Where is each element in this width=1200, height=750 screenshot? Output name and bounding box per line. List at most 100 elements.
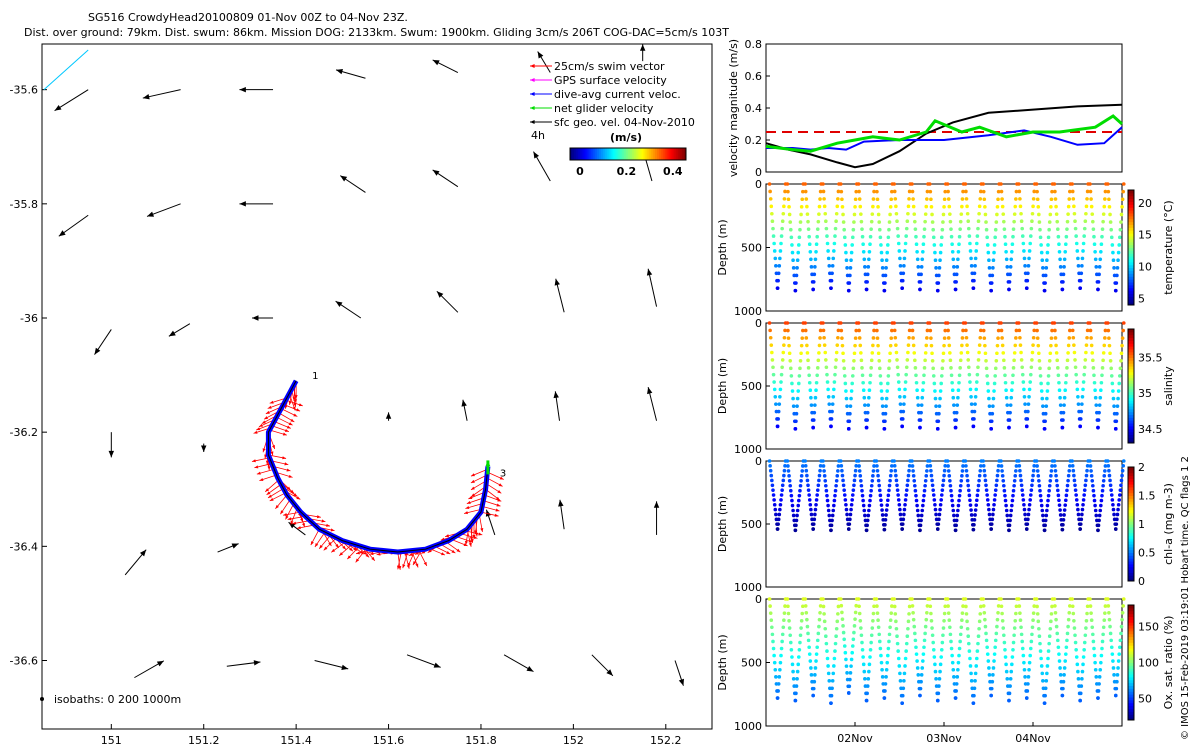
profile-point [992, 243, 997, 247]
profile-point [1002, 227, 1007, 231]
profile-point [1108, 359, 1113, 363]
section-colorbar-cell [1128, 619, 1134, 623]
profile-point [1007, 528, 1011, 533]
swim-vector-head [254, 465, 259, 469]
profile-point [782, 473, 786, 478]
section-colorbar-cell [1128, 195, 1134, 200]
profile-point [1018, 468, 1022, 473]
profile-point [1054, 473, 1058, 478]
profile-point [786, 464, 790, 468]
profile-point [1121, 459, 1126, 463]
profile-point [924, 474, 929, 478]
profile-point [1045, 258, 1049, 263]
profile-point [871, 474, 875, 478]
velocity-y-tick-label: 0.4 [745, 102, 763, 115]
profile-point [1022, 256, 1027, 261]
profile-point [983, 473, 987, 478]
profile-point [769, 343, 774, 347]
profile-point [933, 258, 938, 263]
profile-point [966, 483, 971, 488]
profile-point [895, 634, 899, 638]
profile-point [818, 189, 823, 194]
profile-point [1095, 689, 1100, 693]
profile-point [823, 479, 828, 483]
profile-point [1045, 250, 1050, 255]
profile-point [956, 508, 960, 513]
profile-point [955, 403, 960, 407]
section-colorbar-cell [1128, 256, 1134, 260]
profile-point [1020, 493, 1025, 497]
profile-point [982, 197, 987, 202]
section-colorbar-cell [1128, 431, 1134, 435]
profile-point [1055, 631, 1060, 636]
profile-point [1057, 380, 1061, 385]
profile-point [1120, 197, 1125, 202]
profile-point [1089, 336, 1093, 340]
profile-point [938, 669, 942, 674]
profile-point [1105, 597, 1110, 601]
section-y-tick-label: 1000 [734, 305, 762, 318]
profile-point [887, 632, 892, 637]
profile-point [778, 249, 783, 253]
profile-point [953, 287, 958, 292]
profile-point [864, 425, 869, 430]
profile-point [1100, 646, 1104, 651]
section-colorbar-cell [1128, 651, 1134, 655]
profile-point [834, 358, 838, 362]
profile-point [988, 273, 992, 278]
profile-point [798, 366, 802, 371]
profile-point [803, 321, 807, 325]
swim-vector-head [427, 549, 432, 553]
profile-point [1080, 669, 1085, 674]
profile-point [782, 611, 787, 615]
profile-point [981, 321, 985, 325]
profile-point [1088, 464, 1093, 468]
profile-point [917, 272, 921, 277]
profile-point [868, 493, 873, 498]
profile-point [1107, 617, 1112, 622]
profile-point [898, 264, 903, 268]
profile-point [804, 336, 809, 340]
profile-point [780, 365, 784, 370]
profile-point [1042, 528, 1047, 533]
profile-point [880, 266, 885, 270]
profile-point [1101, 632, 1105, 637]
profile-point [882, 696, 887, 700]
profile-point [1047, 220, 1052, 224]
profile-point [850, 644, 855, 648]
time-x-tick-label: 04Nov [1015, 732, 1051, 745]
profile-point [1119, 212, 1124, 217]
profile-point [1019, 211, 1023, 216]
profile-point [1072, 478, 1077, 483]
colorbar-cell [645, 148, 648, 160]
profile-point [851, 637, 856, 642]
profile-point [839, 328, 844, 333]
profile-point [832, 241, 837, 246]
profile-point [1055, 358, 1060, 363]
profile-point [884, 667, 889, 672]
profile-point [806, 488, 811, 492]
map-y-tick-label: -36.6 [10, 655, 38, 668]
profile-point [927, 597, 932, 601]
profile-point [978, 197, 983, 201]
profile-point [853, 205, 857, 209]
profile-point [850, 235, 855, 240]
colorbar-tick-label: 0 [576, 165, 584, 178]
profile-point [1085, 468, 1089, 473]
profile-point [963, 321, 968, 325]
swim-vector-head [465, 505, 470, 509]
profile-point [1065, 631, 1070, 636]
profile-point [791, 266, 796, 270]
section-y-tick-label: 500 [741, 242, 762, 255]
profile-point [775, 689, 779, 693]
profile-point [925, 328, 930, 333]
profile-point [861, 662, 866, 667]
profile-point [787, 626, 792, 630]
profile-point [911, 610, 915, 615]
swim-vector-head [330, 528, 335, 532]
section-colorbar-cell [1128, 380, 1134, 384]
profile-point [1020, 365, 1024, 370]
profile-point [1092, 493, 1096, 498]
profile-point [810, 686, 815, 691]
